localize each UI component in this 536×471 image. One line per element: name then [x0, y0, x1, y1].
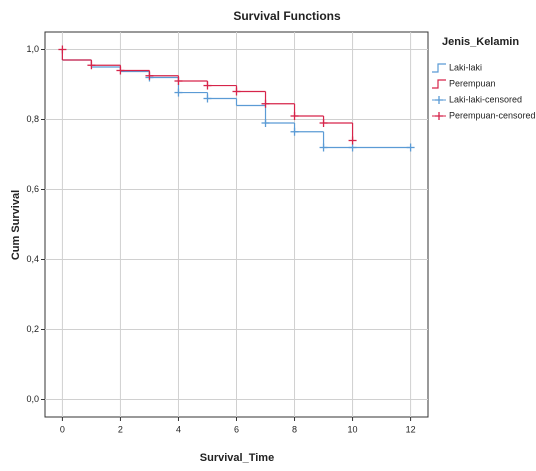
censor-mark — [203, 81, 212, 90]
x-tick-label: 0 — [60, 424, 65, 434]
censor-mark — [203, 94, 212, 103]
x-tick-label: 8 — [292, 424, 297, 434]
y-tick-label: 0,2 — [26, 324, 39, 334]
legend-label: Perempuan-censored — [449, 110, 536, 120]
x-tick-label: 4 — [176, 424, 181, 434]
censor-mark — [174, 88, 183, 97]
censor-mark — [145, 71, 154, 80]
censor-mark — [319, 143, 328, 152]
legend-label: Laki-laki-censored — [449, 94, 522, 104]
y-tick-label: 0,4 — [26, 254, 39, 264]
legend-label: Perempuan — [449, 78, 496, 88]
x-tick-label: 6 — [234, 424, 239, 434]
censor-mark — [348, 143, 357, 152]
x-tick-label: 12 — [406, 424, 416, 434]
censor-mark — [232, 87, 241, 96]
y-tick-label: 0,8 — [26, 114, 39, 124]
censor-mark — [348, 136, 357, 145]
x-tick-label: 10 — [348, 424, 358, 434]
y-tick-label: 0,6 — [26, 184, 39, 194]
legend-title: Jenis_Kelamin — [442, 36, 519, 48]
x-axis-title: Survival_Time — [200, 452, 274, 464]
censor-mark — [58, 45, 67, 54]
censor-mark — [290, 112, 299, 120]
censor-mark — [261, 99, 270, 108]
censor-mark — [174, 77, 183, 85]
censor-mark — [116, 66, 125, 75]
legend-swatch — [432, 79, 446, 89]
legend-label: Laki-laki — [449, 62, 482, 72]
censor-mark — [261, 119, 270, 127]
censor-mark — [406, 143, 415, 152]
y-axis-title: Cum Survival — [10, 190, 22, 260]
y-tick-label: 1,0 — [26, 44, 39, 54]
y-tick-label: 0,0 — [26, 394, 39, 404]
censor-mark — [87, 61, 96, 70]
x-tick-label: 2 — [118, 424, 123, 434]
censor-mark — [319, 119, 328, 127]
censor-mark — [290, 127, 299, 136]
legend-swatch — [432, 63, 446, 73]
chart-title: Survival Functions — [233, 9, 341, 23]
